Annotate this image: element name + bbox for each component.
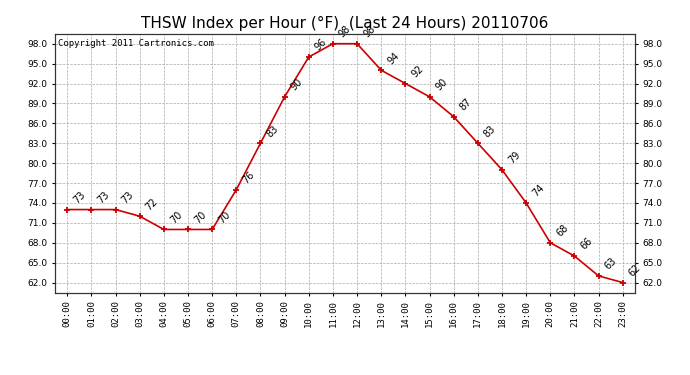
Text: 68: 68 — [555, 223, 570, 238]
Text: 73: 73 — [96, 190, 111, 206]
Text: 70: 70 — [168, 210, 184, 225]
Text: 98: 98 — [337, 24, 353, 39]
Text: 74: 74 — [531, 183, 546, 199]
Text: 92: 92 — [410, 63, 425, 80]
Text: 76: 76 — [241, 170, 256, 186]
Text: 83: 83 — [482, 123, 497, 139]
Text: 96: 96 — [313, 37, 328, 53]
Text: 70: 70 — [193, 210, 208, 225]
Text: 79: 79 — [506, 150, 522, 166]
Text: 90: 90 — [289, 77, 304, 93]
Text: 72: 72 — [144, 196, 160, 212]
Text: 70: 70 — [217, 210, 232, 225]
Text: 83: 83 — [265, 123, 280, 139]
Text: 66: 66 — [579, 236, 594, 252]
Text: 87: 87 — [458, 97, 473, 112]
Text: 90: 90 — [434, 77, 449, 93]
Text: Copyright 2011 Cartronics.com: Copyright 2011 Cartronics.com — [58, 39, 214, 48]
Text: 63: 63 — [603, 256, 618, 272]
Text: 94: 94 — [386, 50, 401, 66]
Text: 98: 98 — [362, 24, 377, 39]
Text: 73: 73 — [120, 190, 135, 206]
Text: 73: 73 — [72, 190, 87, 206]
Text: 62: 62 — [627, 262, 642, 278]
Title: THSW Index per Hour (°F)  (Last 24 Hours) 20110706: THSW Index per Hour (°F) (Last 24 Hours)… — [141, 16, 549, 31]
